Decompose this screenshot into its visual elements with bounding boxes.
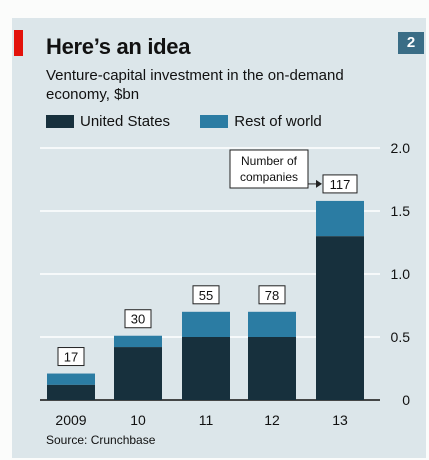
- company-count-label: 117: [330, 177, 351, 192]
- company-count-label: 78: [265, 288, 279, 303]
- bar-rest-of-world: [114, 335, 162, 348]
- callout-line-2: companies: [240, 170, 298, 184]
- bar-united-states: [182, 337, 230, 400]
- y-tick-label: 0.5: [391, 329, 411, 345]
- y-tick-label: 0: [402, 392, 410, 408]
- company-count-label: 55: [199, 288, 213, 303]
- company-count-label: 17: [64, 350, 78, 365]
- bar-rest-of-world: [182, 311, 230, 337]
- bar-united-states: [248, 337, 296, 400]
- legend-label-us: United States: [80, 113, 171, 130]
- legend-label-row: Rest of world: [234, 113, 322, 130]
- company-count-box: [57, 347, 85, 367]
- y-tick-label: 2.0: [391, 140, 411, 156]
- bar-rest-of-world: [316, 200, 364, 237]
- x-tick-label: 2009: [55, 412, 86, 428]
- legend-item-row: Rest of world: [200, 113, 322, 130]
- legend-item-us: United States: [46, 113, 170, 130]
- bar-united-states: [316, 236, 364, 400]
- legend-swatch-us: [46, 115, 74, 128]
- y-tick-label: 1.0: [391, 266, 411, 282]
- company-count-box: [258, 285, 286, 305]
- x-tick-label: 13: [332, 412, 348, 428]
- bar-rest-of-world: [47, 373, 95, 385]
- company-count-box: [192, 285, 220, 305]
- bar-rest-of-world: [248, 311, 296, 337]
- x-tick-label: 11: [199, 412, 214, 428]
- chart-title: Here’s an idea: [46, 34, 191, 59]
- y-tick-label: 1.5: [391, 203, 411, 219]
- bar-united-states: [47, 384, 95, 400]
- company-count-box: [322, 174, 358, 194]
- red-accent-bar: [14, 30, 23, 56]
- callout-arrow-head: [316, 179, 322, 188]
- callout-box: [229, 149, 309, 189]
- chart-source: Source: Crunchbase: [46, 433, 156, 447]
- callout-line-1: Number of: [241, 154, 298, 168]
- x-tick-label: 12: [264, 412, 280, 428]
- legend-swatch-row: [200, 115, 229, 128]
- company-count-label: 30: [131, 312, 145, 327]
- x-tick-label: 10: [130, 412, 146, 428]
- chart-number-badge: 2: [398, 32, 424, 54]
- legend: United States Rest of world: [46, 113, 348, 132]
- bar-united-states: [114, 347, 162, 400]
- chart-subtitle: Venture-capital investment in the on-dem…: [46, 67, 344, 103]
- company-count-box: [124, 309, 152, 329]
